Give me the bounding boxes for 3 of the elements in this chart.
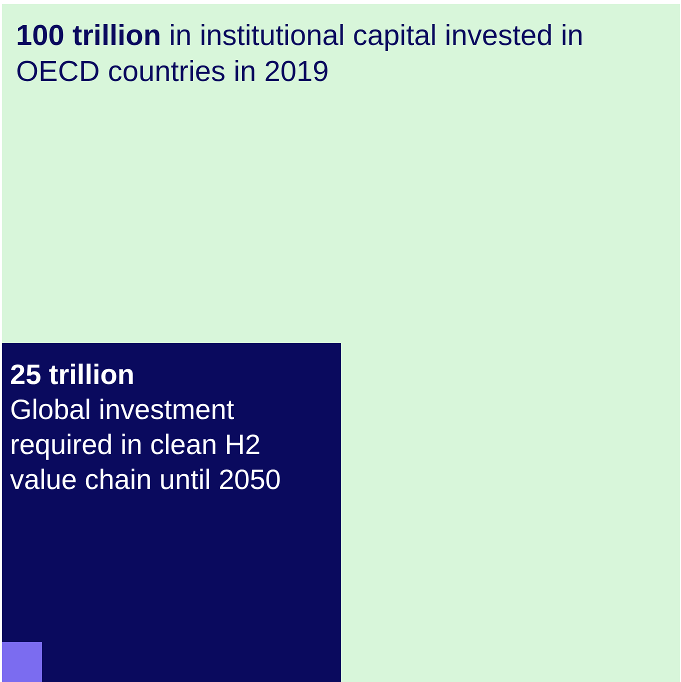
data-label: 25 trillion [10, 359, 134, 390]
data-label: 100 trillion [16, 20, 162, 52]
category-label: Global investment required in clean H2 value chain until 2050 [10, 394, 281, 495]
